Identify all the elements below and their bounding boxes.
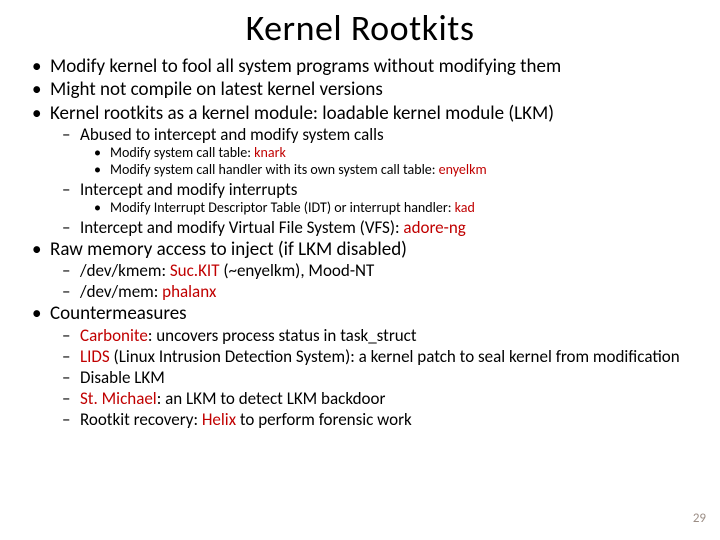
highlight-term: LIDS [80,346,110,367]
highlight-term: phalanx [162,281,216,302]
l2-text: Abused to intercept and modify system ca… [80,124,384,145]
l2-text: /dev/kmem: [80,260,170,281]
l2-text: Intercept and modify Virtual File System… [80,217,403,238]
l2-text: Intercept and modify interrupts [80,179,297,200]
l2-item: LIDS (Linux Intrusion Detection System):… [80,347,696,367]
l1-text: Kernel rootkits as a kernel module: load… [50,102,554,125]
bullet-list-level3: Modify Interrupt Descriptor Table (IDT) … [80,200,696,217]
bullet-list-level1: Modify kernel to fool all system program… [24,56,696,430]
l2-item: Abused to intercept and modify system ca… [80,125,696,179]
l2-text: (Linux Intrusion Detection System): a ke… [110,346,680,367]
l3-text: Modify system call table: [110,144,254,161]
highlight-term: Suc.KIT [170,260,220,281]
l2-item: Disable LKM [80,368,696,388]
slide: Kernel Rootkits Modify kernel to fool al… [0,0,720,540]
l3-item: Modify system call table: knark [110,145,696,162]
l1-item: Raw memory access to inject (if LKM disa… [50,239,696,303]
l2-text: to perform forensic work [236,409,412,430]
highlight-term: knark [254,144,286,161]
l2-item: Rootkit recovery: Helix to perform foren… [80,410,696,430]
l2-item: Intercept and modify Virtual File System… [80,218,696,238]
bullet-list-level2: Abused to intercept and modify system ca… [50,125,696,238]
bullet-list-level2: Carbonite: uncovers process status in ta… [50,326,696,430]
highlight-term: enyelkm [439,161,487,178]
l2-item: St. Michael: an LKM to detect LKM backdo… [80,389,696,409]
l2-text: (~enyelkm), Mood-NT [219,260,374,281]
l2-item: Carbonite: uncovers process status in ta… [80,326,696,346]
l2-item: /dev/mem: phalanx [80,282,696,302]
l3-text: Modify system call handler with its own … [110,161,439,178]
highlight-term: kad [455,199,475,216]
l1-item: Countermeasures Carbonite: uncovers proc… [50,303,696,430]
l2-item: /dev/kmem: Suc.KIT (~enyelkm), Mood-NT [80,261,696,281]
l2-text: Rootkit recovery: [80,409,202,430]
l2-text: : an LKM to detect LKM backdoor [157,388,386,409]
slide-title: Kernel Rootkits [24,6,696,50]
bullet-list-level2: /dev/kmem: Suc.KIT (~enyelkm), Mood-NT /… [50,261,696,302]
l3-text: Modify Interrupt Descriptor Table (IDT) … [110,199,455,216]
l1-item: Might not compile on latest kernel versi… [50,79,696,101]
l1-item: Modify kernel to fool all system program… [50,56,696,78]
l1-text: Raw memory access to inject (if LKM disa… [50,238,407,261]
bullet-list-level3: Modify system call table: knark Modify s… [80,145,696,179]
highlight-term: Helix [202,409,236,430]
l3-item: Modify Interrupt Descriptor Table (IDT) … [110,200,696,217]
page-number: 29 [693,511,706,526]
highlight-term: Carbonite [80,325,148,346]
l3-item: Modify system call handler with its own … [110,162,696,179]
highlight-term: St. Michael [80,388,157,409]
l1-item: Kernel rootkits as a kernel module: load… [50,103,696,238]
l2-text: : uncovers process status in task_struct [148,325,417,346]
l2-text: /dev/mem: [80,281,162,302]
highlight-term: adore-ng [403,217,465,238]
l1-text: Countermeasures [50,302,187,325]
l2-item: Intercept and modify interrupts Modify I… [80,180,696,217]
